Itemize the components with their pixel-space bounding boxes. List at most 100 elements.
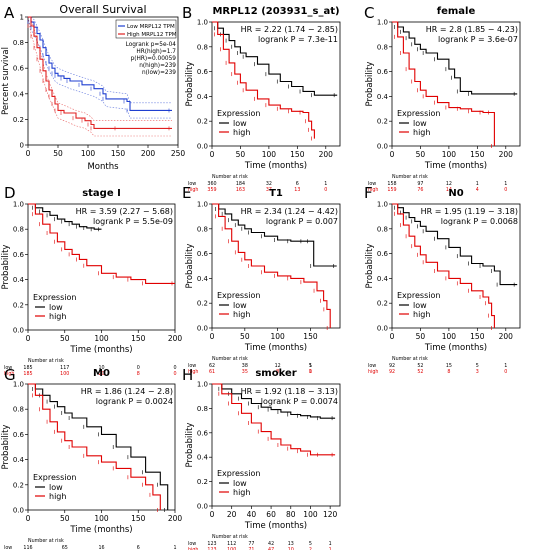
risk-value: 42: [268, 541, 274, 547]
y-tick-label: 0.2: [197, 300, 208, 308]
risk-row-label: high: [188, 187, 198, 193]
y-tick-label: 1.0: [197, 201, 208, 209]
y-axis-label: Percent survival: [1, 47, 11, 115]
risk-value: 1: [329, 541, 332, 547]
chart-title: female: [437, 6, 476, 17]
x-tick-label: 100: [262, 150, 277, 159]
y-tick-label: 0.2: [377, 118, 388, 126]
stats-line: p(HR)=0.00059: [131, 56, 177, 62]
y-tick-label: 1: [20, 14, 24, 22]
series-line-high: [28, 203, 175, 284]
risk-value: 76: [417, 187, 423, 193]
x-axis-label: Time (months): [424, 343, 487, 353]
x-tick-label: 0: [210, 332, 215, 341]
series-line-low: [392, 203, 518, 286]
risk-value: 116: [23, 545, 32, 550]
y-tick-label: 1.0: [377, 201, 388, 209]
x-tick-label: 200: [499, 150, 514, 159]
y-axis-label: Probability: [365, 244, 375, 289]
y-tick-label: 1.0: [197, 19, 208, 27]
plot-frame: [211, 21, 341, 147]
risk-value: 5: [476, 363, 479, 369]
risk-value: 117: [60, 365, 69, 371]
risk-value: 359: [207, 187, 216, 193]
plot-frame: [27, 16, 179, 146]
x-tick-label: 150: [131, 334, 146, 343]
y-tick-label: 0.4: [377, 93, 389, 101]
y-axis-label: Probability: [185, 244, 195, 289]
hr-text: HR = 1.86 (1.24 − 2.8): [81, 387, 173, 396]
risk-value: 61: [209, 369, 215, 375]
y-tick-label: 0.4: [197, 93, 209, 101]
risk-value: 20: [98, 371, 104, 377]
risk-title: Number at risk: [392, 356, 428, 362]
series-line-high: [28, 383, 161, 510]
risk-row-label: high: [368, 369, 378, 375]
risk-value: 13: [294, 187, 300, 193]
risk-value: 5: [309, 363, 312, 369]
risk-value: 16: [98, 545, 104, 550]
risk-row-label: low: [188, 363, 196, 369]
y-tick-label: 0.4: [13, 90, 25, 98]
legend-label: low: [233, 479, 247, 488]
series-line-high-mrpl12-tpm: [28, 16, 172, 129]
y-tick-label: 1.0: [197, 381, 208, 389]
x-tick-label: 200: [319, 150, 334, 159]
x-tick-label: 100: [94, 514, 109, 523]
risk-value: 15: [446, 363, 452, 369]
hr-text: HR = 1.95 (1.19 − 3.18): [421, 207, 518, 216]
y-tick-label: 0.0: [13, 327, 24, 335]
logrank-text: logrank P = 5.5e-09: [93, 217, 173, 226]
y-tick-label: 0.8: [197, 225, 208, 233]
y-tick-label: 0.8: [13, 39, 24, 47]
legend-title: Expression: [33, 293, 76, 302]
risk-value: 185: [23, 371, 32, 377]
legend-label: high: [49, 492, 66, 501]
risk-value: 1: [173, 545, 176, 550]
x-tick-label: 0: [26, 334, 31, 343]
chart-title: Overall Survival: [59, 3, 146, 16]
risk-value: 158: [387, 181, 396, 187]
y-tick-label: 1.0: [377, 19, 388, 27]
risk-value: 100: [227, 547, 236, 550]
series-line-low: [28, 203, 102, 230]
confidence-band: [27, 16, 172, 121]
legend-label: Low MRPL12 TPM: [127, 24, 175, 30]
risk-value: 360: [207, 181, 216, 187]
risk-value: 52: [417, 363, 423, 369]
x-tick-label: 60: [266, 510, 276, 519]
series-line-low: [212, 203, 337, 267]
x-tick-label: 20: [227, 510, 237, 519]
y-tick-label: 0.2: [13, 301, 24, 309]
risk-row-label: high: [368, 187, 378, 193]
x-axis-label: Time (months): [244, 343, 307, 353]
risk-value: 4: [476, 187, 479, 193]
risk-value: 1: [309, 369, 312, 375]
legend-title: Expression: [217, 469, 260, 478]
risk-row-label: low: [188, 181, 196, 187]
plot-frame: [211, 203, 341, 329]
x-tick-label: 50: [60, 514, 70, 523]
panel-letter: B: [182, 4, 192, 22]
x-tick-label: 0: [210, 150, 215, 159]
x-tick-label: 100: [442, 150, 457, 159]
risk-value: 62: [209, 363, 215, 369]
chart-title: T1: [269, 188, 283, 199]
legend-label: high: [233, 310, 250, 319]
risk-row-label: low: [368, 181, 376, 187]
risk-row-label: low: [368, 363, 376, 369]
y-tick-label: 0.8: [377, 225, 388, 233]
risk-value: 100: [60, 371, 69, 377]
x-tick-label: 50: [416, 150, 426, 159]
risk-value: 2: [309, 547, 312, 550]
x-tick-label: 100: [442, 332, 457, 341]
risk-value: 32: [266, 181, 272, 187]
y-tick-label: 1.0: [13, 381, 24, 389]
y-axis-label: Probability: [1, 425, 11, 470]
x-tick-label: 150: [131, 514, 146, 523]
risk-title: Number at risk: [28, 538, 64, 544]
x-axis-label: Time (months): [244, 521, 307, 531]
y-tick-label: 0.8: [197, 405, 208, 413]
